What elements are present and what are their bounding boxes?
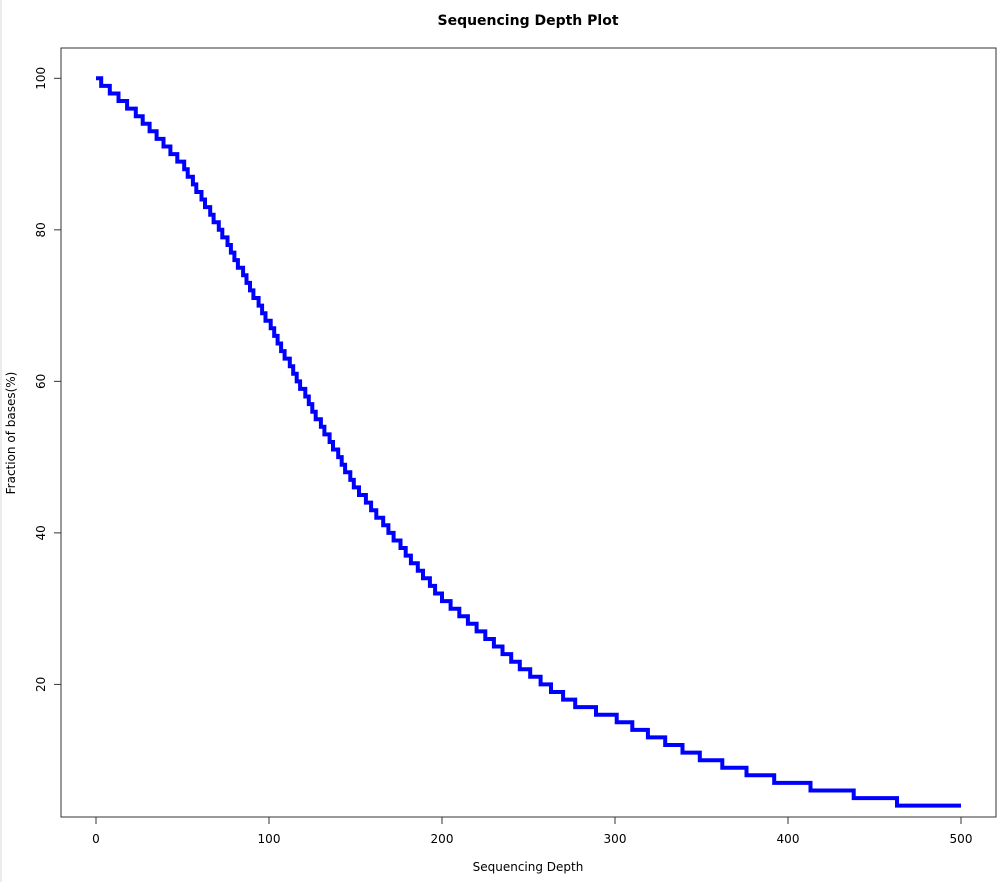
y-tick-label: 80	[34, 222, 48, 237]
y-tick-label: 40	[34, 525, 48, 540]
x-tick-label: 400	[777, 832, 800, 846]
x-tick-label: 200	[431, 832, 454, 846]
x-tick-label: 100	[258, 832, 281, 846]
x-tick-label: 0	[92, 832, 100, 846]
x-axis: 0 100 200 300 400 500	[92, 817, 972, 846]
chart-title: Sequencing Depth Plot	[437, 13, 618, 29]
window-edge	[0, 0, 2, 882]
plot-frame	[60, 47, 997, 818]
y-tick-label: 20	[34, 677, 48, 692]
y-tick-label: 60	[34, 374, 48, 389]
y-tick-label: 100	[34, 67, 48, 90]
y-axis-label: Fraction of bases(%)	[4, 372, 18, 495]
y-axis: 20 40 60 80 100	[34, 67, 61, 692]
x-tick-label: 300	[604, 832, 627, 846]
x-axis-label: Sequencing Depth	[473, 860, 584, 874]
series-line	[96, 76, 961, 808]
x-tick-label: 500	[950, 832, 973, 846]
series-layer	[96, 76, 961, 808]
